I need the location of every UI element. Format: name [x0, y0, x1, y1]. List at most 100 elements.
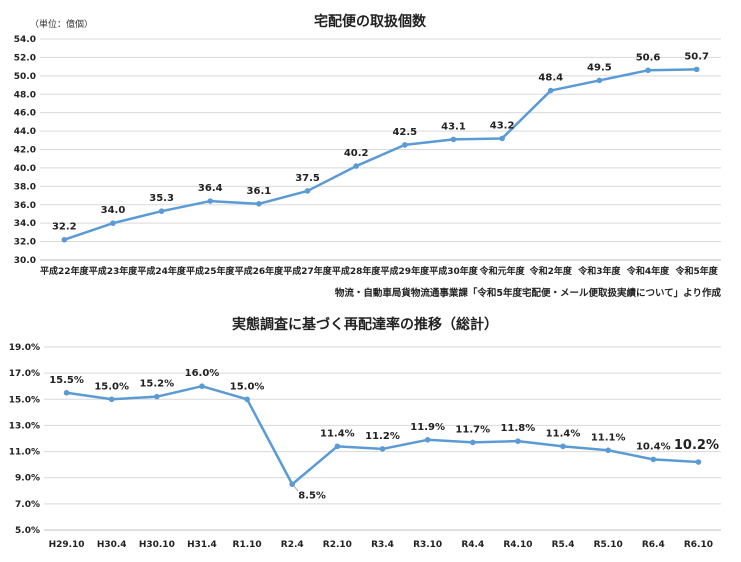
x-tick-label: 令和2年度	[529, 265, 573, 277]
series-line	[63, 68, 697, 241]
x-tick-label: R2.10	[323, 540, 352, 550]
x-tick-label: 平成25年度	[186, 265, 236, 277]
data-point	[61, 236, 68, 243]
unit-label: （単位：億個）	[30, 18, 93, 30]
data-label: 15.0%	[230, 381, 265, 392]
chart-title: 実態調査に基づく再配達率の推移（総計）	[232, 316, 498, 333]
data-point	[695, 459, 702, 465]
data-label: 10.4%	[636, 441, 671, 452]
data-label: 11.4%	[546, 428, 581, 439]
data-label: 50.6	[636, 52, 661, 63]
y-tick-label: 46.0	[14, 109, 36, 119]
data-label: 36.1	[247, 186, 272, 197]
x-tick-label: R4.4	[461, 540, 484, 550]
data-point	[256, 201, 262, 207]
data-label: 34.0	[101, 205, 126, 216]
x-axis-ticks: H29.10 H30.4 H30.10 H31.4 R1.10 R2.4 R2.10 R3.4…	[49, 540, 713, 550]
gridlines	[40, 38, 721, 261]
y-tick-label: 15.0%	[9, 395, 40, 405]
data-label: 49.5	[587, 62, 612, 73]
x-tick-label: H31.4	[187, 540, 217, 550]
data-label: 36.4	[198, 183, 223, 194]
data-label: 16.0%	[185, 368, 220, 379]
x-tick-label: R3.4	[371, 540, 394, 550]
data-label: 50.7	[684, 51, 709, 62]
series-polyline	[63, 68, 697, 241]
data-points	[61, 66, 700, 243]
y-tick-label: 34.0	[14, 219, 36, 229]
data-label: 15.5%	[49, 375, 84, 386]
data-label: 15.0%	[94, 381, 129, 392]
data-point	[199, 383, 205, 390]
y-tick-label: 13.0%	[9, 421, 40, 431]
x-tick-label: 平成27年度	[283, 265, 333, 277]
data-label: 10.2%	[674, 438, 719, 453]
y-tick-label: 17.0%	[9, 369, 40, 379]
label-leader	[292, 484, 299, 492]
data-label: 48.4	[538, 73, 563, 84]
x-tick-label: R2.4	[281, 540, 304, 550]
x-tick-label: R5.4	[552, 540, 575, 550]
y-tick-label: 38.0	[14, 182, 36, 192]
data-points	[63, 383, 702, 488]
data-point	[304, 188, 311, 194]
x-tick-label: 令和5年度	[675, 265, 719, 277]
y-tick-label: 5.0%	[15, 526, 40, 536]
y-tick-label: 19.0%	[9, 343, 40, 353]
y-tick-label: 36.0	[14, 201, 36, 211]
x-tick-label: 平成29年度	[381, 265, 431, 277]
y-tick-label: 44.0	[14, 127, 36, 137]
data-label: 43.2	[490, 120, 515, 131]
data-labels: 15.5% 15.0% 15.2% 16.0% 15.0% 8.5% 11.4% 11.2% 1…	[49, 368, 719, 501]
data-labels: 32.2 34.0 35.3 36.4 36.1 37.5 40.2 42.5 43.1 43.2…	[52, 51, 709, 232]
x-tick-label: R5.10	[594, 540, 623, 550]
data-label: 35.3	[149, 193, 174, 204]
y-tick-label: 48.0	[14, 90, 36, 100]
y-axis-ticks: 5.0% 7.0% 9.0% 11.0% 13.0% 15.0% 17.0% 19.0%	[9, 343, 40, 536]
chart-title: 宅配便の取扱個数	[314, 13, 427, 30]
x-tick-label: R6.10	[684, 540, 713, 550]
data-label: 11.7%	[455, 424, 490, 435]
x-tick-label: 平成23年度	[89, 265, 139, 277]
x-tick-label: R3.10	[413, 540, 442, 550]
x-tick-label: H30.4	[97, 540, 127, 550]
y-tick-label: 7.0%	[15, 500, 40, 510]
data-point	[63, 389, 70, 396]
data-point	[645, 67, 651, 74]
data-point	[379, 446, 386, 452]
data-label: 11.9%	[410, 422, 445, 433]
x-tick-label: 平成26年度	[235, 265, 285, 277]
x-axis-ticks: 平成22年度 平成23年度 平成24年度 平成25年度 平成26年度 平成27年度 平成28…	[40, 265, 719, 277]
y-tick-label: 50.0	[14, 72, 36, 82]
x-tick-label: 平成28年度	[332, 265, 382, 277]
data-label: 11.4%	[320, 428, 355, 439]
data-label: 42.5	[392, 127, 417, 138]
data-label: 8.5%	[298, 490, 326, 501]
source-note: 物流・自動車局貨物流通事業課「令和5年度宅配便・メール便取扱実績について」より作…	[335, 287, 722, 299]
y-tick-label: 9.0%	[15, 474, 40, 484]
data-label: 40.2	[344, 148, 369, 159]
x-tick-label: 平成24年度	[137, 265, 187, 277]
y-tick-label: 32.0	[14, 238, 36, 248]
data-point	[154, 393, 160, 400]
data-point	[650, 456, 657, 463]
data-point	[469, 439, 476, 446]
data-point	[353, 163, 359, 169]
x-tick-label: R4.10	[503, 540, 532, 550]
data-label: 37.5	[295, 173, 320, 184]
data-point	[515, 438, 521, 444]
data-label: 32.2	[52, 222, 77, 233]
data-point	[693, 66, 700, 73]
y-tick-label: 42.0	[14, 146, 36, 156]
data-point	[560, 443, 566, 450]
data-point	[334, 443, 341, 450]
data-point	[158, 208, 165, 214]
data-point	[450, 136, 457, 143]
parcel-volume-chart: （単位：億個） 宅配便の取扱個数 30.0 32.0 34.0 36.0 38.0 40.…	[14, 13, 722, 299]
x-tick-label: 平成30年度	[429, 265, 479, 277]
x-tick-label: 平成22年度	[40, 265, 90, 277]
x-tick-label: H29.10	[49, 540, 85, 550]
data-point	[244, 396, 250, 403]
redelivery-rate-chart: 実態調査に基づく再配達率の推移（総計） 5.0% 7.0% 9.0% 11.0% 13.…	[9, 316, 721, 550]
